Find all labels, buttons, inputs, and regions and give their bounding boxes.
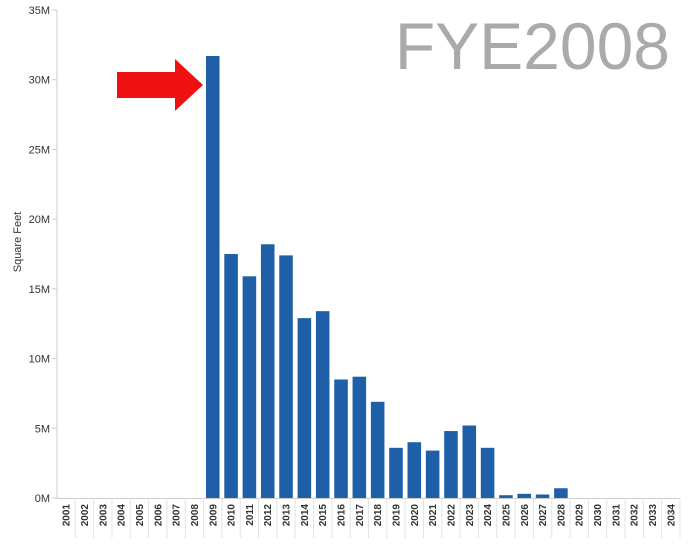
x-tick-label: 2032 <box>630 504 641 527</box>
x-tick-label: 2001 <box>62 504 73 527</box>
bar-2027 <box>535 494 550 498</box>
x-tick-label: 2018 <box>373 504 384 527</box>
x-tick-label: 2023 <box>465 504 476 527</box>
bar-2010 <box>224 254 238 498</box>
x-axis: 2001 2002 2003 2004 2005 2006 2007 2008 2009 2010… <box>57 498 681 538</box>
y-tick-label: 0M <box>35 493 50 505</box>
y-tick-label: 5M <box>35 423 50 435</box>
bar-2018 <box>370 401 385 498</box>
bar-2019 <box>389 447 403 498</box>
bar-2021 <box>425 450 440 498</box>
bar-2017 <box>352 376 367 498</box>
x-tick-label: 2034 <box>666 504 677 527</box>
x-tick-label: 2026 <box>520 504 531 527</box>
x-tick-label: 2027 <box>538 504 549 527</box>
y-tick-label: 35M <box>29 5 50 17</box>
bar-2022 <box>444 431 458 498</box>
y-axis-label: Square Feet <box>12 212 24 273</box>
bar-2020 <box>407 442 422 498</box>
chart-title: FYE2008 <box>395 9 670 83</box>
x-tick-label: 2008 <box>190 504 201 527</box>
x-tick-label: 2024 <box>483 504 494 527</box>
bar-2011 <box>242 276 257 498</box>
y-tick-label: 15M <box>29 284 50 296</box>
bar-2013 <box>279 255 293 498</box>
y-tick-label: 20M <box>29 214 50 226</box>
y-tick-label: 25M <box>29 144 50 156</box>
x-tick-label: 2017 <box>355 504 366 527</box>
y-tick-label: 10M <box>29 354 50 366</box>
x-tick-label: 2019 <box>391 504 402 527</box>
x-tick-label: 2007 <box>172 504 183 527</box>
bar-2014 <box>297 318 312 498</box>
x-tick-label: 2022 <box>446 504 457 527</box>
x-tick-label: 2003 <box>98 504 109 527</box>
x-tick-label: 2012 <box>263 504 274 527</box>
x-tick-label: 2005 <box>135 504 146 527</box>
bar-2023 <box>462 425 477 498</box>
x-tick-label: 2010 <box>227 504 238 527</box>
x-tick-label: 2002 <box>80 504 91 527</box>
x-tick-label: 2033 <box>648 504 659 527</box>
y-axis: 0M 5M 10M 15M 20M 25M 30M 35M <box>29 5 58 505</box>
x-tick-label: 2014 <box>300 504 311 527</box>
bar-2028 <box>554 488 568 498</box>
x-tick-label: 2006 <box>153 504 164 527</box>
x-tick-label: 2020 <box>410 504 421 527</box>
x-tick-label: 2009 <box>208 504 219 527</box>
bar-2024 <box>480 447 495 498</box>
x-tick-label: 2016 <box>337 504 348 527</box>
red-arrow-annotation <box>117 59 203 111</box>
x-tick-label: 2029 <box>575 504 586 527</box>
x-tick-label: 2004 <box>117 504 128 527</box>
bar-2009 <box>205 56 220 498</box>
bar-2012 <box>260 244 275 498</box>
y-tick-label: 30M <box>29 75 50 87</box>
x-tick-label: 2013 <box>282 504 293 527</box>
bar-2026 <box>517 493 532 498</box>
bar-2015 <box>315 311 330 498</box>
bar-2025 <box>499 495 513 498</box>
x-tick-label: 2030 <box>593 504 604 527</box>
x-tick-label: 2025 <box>501 504 512 527</box>
bar-2016 <box>334 379 348 498</box>
x-tick-label: 2011 <box>245 504 256 526</box>
x-tick-label: 2021 <box>428 504 439 527</box>
x-tick-label: 2015 <box>318 504 329 527</box>
x-tick-label: 2031 <box>611 504 622 527</box>
x-tick-label: 2028 <box>556 504 567 527</box>
bars <box>205 56 568 498</box>
